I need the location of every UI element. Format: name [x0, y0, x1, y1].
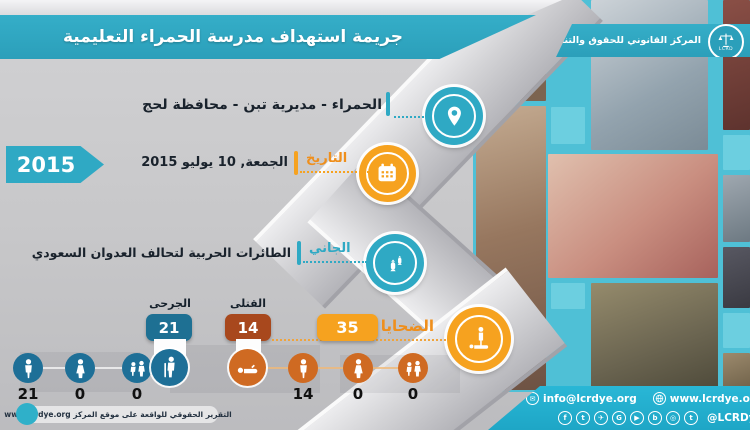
dotted-connector [300, 171, 372, 173]
page-title: جريمة استهداف مدرسة الحمراء التعليمية [62, 27, 404, 47]
children-icon [122, 353, 152, 383]
collage-teal-square [723, 313, 750, 348]
man-icon [288, 353, 318, 383]
year-badge: 2015 [6, 146, 104, 183]
note-dot-icon [16, 403, 38, 425]
footer-bar: ✉ info@lcrdye.org www.lcrdye.org f t ✈ G… [488, 386, 750, 430]
photo-right-3 [723, 247, 750, 308]
photo-right-2 [723, 175, 750, 242]
connector-line [248, 367, 413, 369]
children-icon [398, 353, 428, 383]
facebook-icon[interactable]: f [558, 411, 572, 425]
collage-teal-square [723, 135, 750, 170]
photo-child-bruised-eyes [548, 154, 718, 278]
victims-label: الضحايا [380, 317, 434, 335]
header-top-strip [0, 0, 562, 17]
org-logo scales-icon: LCRD [708, 24, 744, 57]
website-text: www.lcrdye.org [669, 392, 750, 405]
wounded-label: الجرحى [149, 297, 191, 310]
killed-total-badge: 14 [225, 314, 271, 341]
killed-women-count: 0 [352, 385, 364, 403]
woman-icon [65, 353, 95, 383]
accent-bar [386, 92, 390, 116]
woman-icon [343, 353, 373, 383]
dead-person-icon [229, 349, 266, 386]
year-label: 2015 [16, 152, 76, 177]
report-note-pill[interactable]: التقرير الحقوقي للواقعة على موقع المركز … [4, 403, 232, 425]
blogger-icon[interactable]: b [648, 411, 662, 425]
photo-child-in-pajamas [591, 0, 708, 150]
victims-icon [447, 307, 511, 371]
email-text: info@lcrdye.org [543, 392, 637, 405]
accent-bar [294, 151, 298, 175]
wounded-women-count: 0 [74, 385, 86, 403]
twitter-icon[interactable]: t [576, 411, 590, 425]
google-plus-icon[interactable]: G [612, 411, 626, 425]
bombs-icon [366, 234, 424, 292]
wounded-total-badge: 21 [146, 314, 192, 341]
globe-icon [652, 392, 666, 405]
instagram-icon[interactable]: ◎ [666, 411, 680, 425]
wounded-person-icon [151, 349, 188, 386]
photo-bandaged-victim [591, 283, 718, 390]
killed-label: القتلى [230, 297, 266, 310]
org-logo-text: LCRD [718, 46, 734, 52]
date-label: التاريخ [306, 151, 348, 166]
website-link[interactable]: www.lcrdye.org [652, 392, 750, 405]
header-banner: جريمة استهداف مدرسة الحمراء التعليمية [0, 15, 536, 59]
youtube-icon[interactable]: ▶ [630, 411, 644, 425]
location-text: الحمراء - مديرية تبن - محافظة لحج [142, 97, 382, 113]
date-value: الجمعة, 10 يوليو 2015 [141, 155, 288, 170]
photo-right-4 [723, 353, 750, 390]
collage-teal-square [551, 283, 585, 309]
photo-right-1 [723, 0, 750, 130]
killed-children-count: 0 [407, 385, 419, 403]
telegram-icon[interactable]: ✈ [594, 411, 608, 425]
location-pin-icon [425, 87, 483, 145]
perpetrator-value: الطائرات الحربية لتحالف العدوان السعودي [31, 245, 291, 260]
org-ribbon: المركز القانوني للحقوق والتنمية LCRD [556, 24, 750, 57]
collage-teal-square [551, 107, 585, 144]
connector-line [28, 367, 170, 369]
tumblr-icon[interactable]: t [684, 411, 698, 425]
email-link[interactable]: ✉ info@lcrdye.org [526, 392, 637, 405]
accent-bar [297, 241, 301, 265]
victims-total-badge: 35 [317, 314, 378, 341]
envelope-icon: ✉ [526, 392, 539, 405]
killed-men-count: 14 [292, 385, 314, 403]
dotted-connector [303, 261, 367, 263]
wounded-children-count: 0 [131, 385, 143, 403]
org-name: المركز القانوني للحقوق والتنمية [548, 35, 701, 46]
report-note-text: التقرير الحقوقي للواقعة على موقع المركز … [4, 410, 232, 419]
calendar-icon [359, 145, 416, 202]
man-icon [13, 353, 43, 383]
wounded-men-count: 21 [17, 385, 39, 403]
perpetrator-label: الجاني [309, 241, 351, 256]
social-handle: @LCRDye [707, 412, 750, 424]
dotted-connector [394, 116, 424, 118]
